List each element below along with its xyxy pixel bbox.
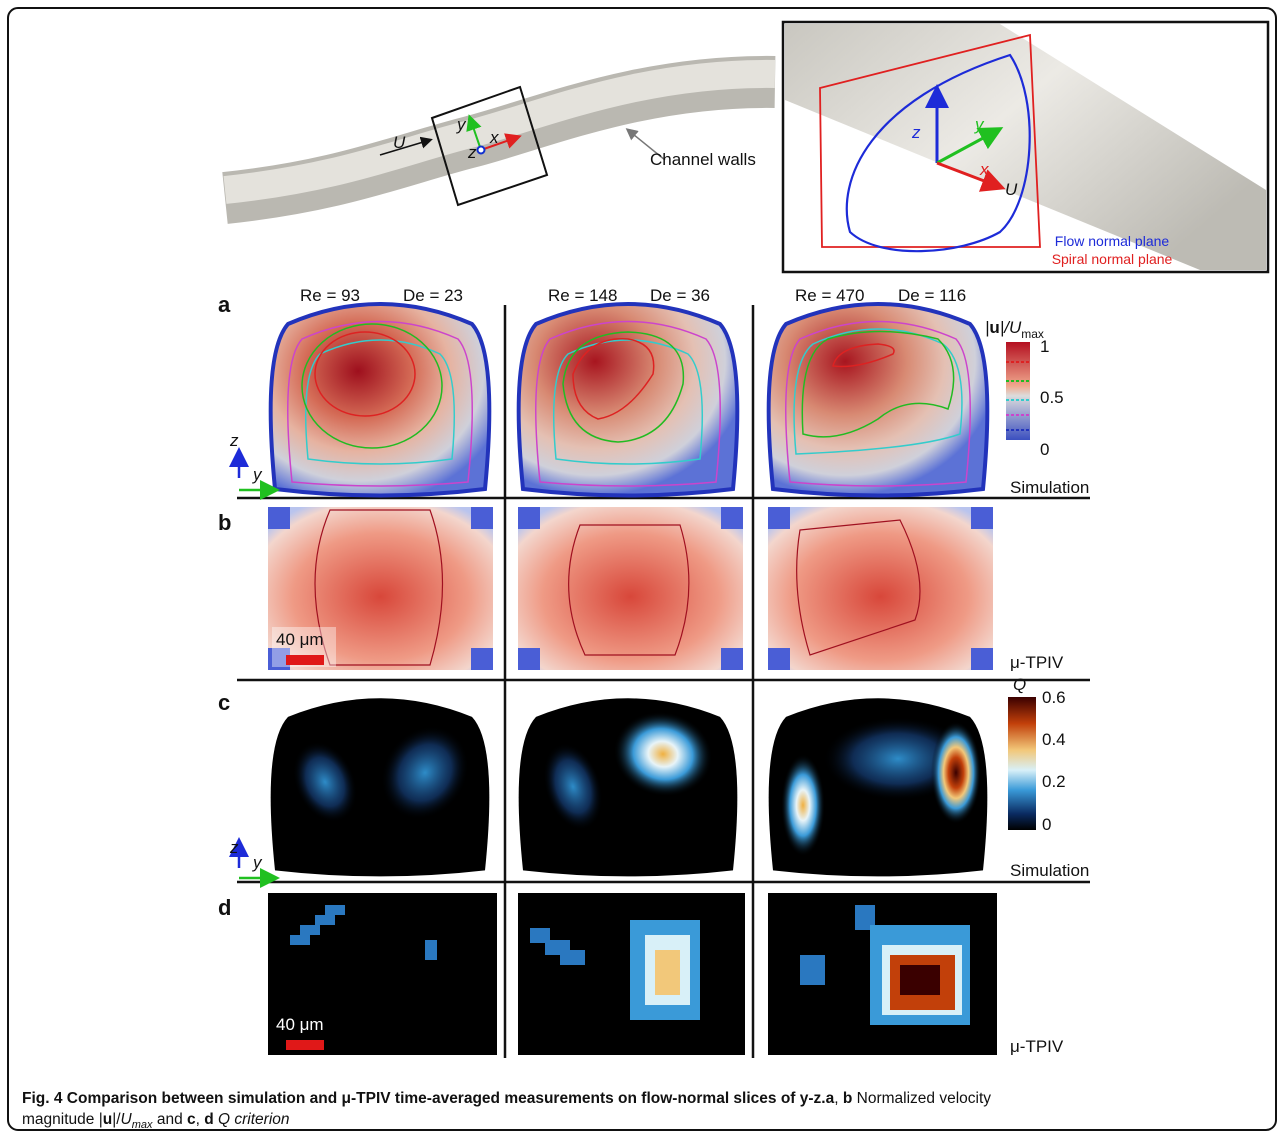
shape bbox=[425, 940, 437, 960]
shape bbox=[769, 304, 988, 496]
source: Simulation bbox=[1010, 861, 1089, 880]
velocity-sim bbox=[769, 304, 988, 496]
re: Re = 470 bbox=[795, 286, 864, 305]
shape bbox=[290, 935, 310, 945]
colorbar-tick: 0 bbox=[1040, 440, 1049, 459]
shape bbox=[300, 925, 320, 935]
colorbar-tick: 0 bbox=[1042, 815, 1051, 834]
axis-label: z bbox=[229, 838, 239, 857]
shape bbox=[781, 754, 825, 856]
q-piv bbox=[268, 893, 997, 1055]
axis-label: y bbox=[252, 853, 263, 872]
shape bbox=[471, 507, 493, 529]
shape bbox=[721, 507, 743, 529]
caption-line: magnitude |u|/Umax and c, d Q criterion bbox=[22, 1111, 290, 1131]
panel-label: a bbox=[218, 292, 231, 317]
shape bbox=[560, 950, 585, 965]
scale-bar bbox=[286, 655, 324, 665]
label: z bbox=[467, 143, 477, 162]
de: De = 36 bbox=[650, 286, 710, 305]
shape bbox=[655, 950, 680, 995]
label: y bbox=[974, 115, 985, 134]
source: Simulation bbox=[1010, 478, 1089, 497]
label: U bbox=[1005, 180, 1018, 199]
colorbar-tick: 1 bbox=[1040, 337, 1049, 356]
colorbar-label: |u|/Umax bbox=[985, 318, 1044, 341]
text-run: U bbox=[1009, 318, 1022, 337]
label: U bbox=[393, 133, 406, 152]
panel-label: b bbox=[218, 510, 231, 535]
text-run: u bbox=[989, 318, 999, 337]
shape bbox=[721, 648, 743, 670]
shape bbox=[768, 648, 790, 670]
shape bbox=[518, 507, 743, 670]
text-run: , bbox=[834, 1090, 843, 1107]
de: De = 23 bbox=[403, 286, 463, 305]
text-run: U bbox=[121, 1111, 133, 1128]
colorbar-tick: 0.2 bbox=[1042, 772, 1066, 791]
q-sim bbox=[519, 698, 738, 876]
scale-label: 40 μm bbox=[276, 630, 324, 649]
velocity-piv bbox=[268, 507, 993, 670]
scale-bar bbox=[286, 1040, 324, 1050]
q-sim bbox=[271, 698, 490, 876]
text-run: , bbox=[196, 1111, 205, 1128]
scale-label: 40 μm bbox=[276, 1015, 324, 1034]
label: Spiral normal plane bbox=[1052, 251, 1173, 267]
velocity-sim bbox=[519, 304, 738, 496]
shape bbox=[971, 648, 993, 670]
text-run: Fig. 4 Comparison between simulation and… bbox=[22, 1090, 826, 1107]
re: Re = 148 bbox=[548, 286, 617, 305]
q-sim bbox=[769, 698, 988, 876]
text-run: u bbox=[103, 1111, 112, 1128]
text-run: Q criterion bbox=[214, 1111, 290, 1128]
caption-line: Fig. 4 Comparison between simulation and… bbox=[22, 1090, 991, 1107]
shape bbox=[971, 507, 993, 529]
label: Flow normal plane bbox=[1055, 233, 1170, 249]
text-run: Normalized velocity bbox=[852, 1090, 991, 1107]
text-run: magnitude | bbox=[22, 1111, 103, 1128]
colorbar-tick: 0.6 bbox=[1042, 688, 1066, 707]
page: U y x z Channel walls z y x U Flow norma… bbox=[0, 0, 1284, 1134]
text-run: max bbox=[132, 1119, 153, 1131]
label: x bbox=[979, 160, 989, 179]
shape bbox=[931, 722, 981, 824]
shape bbox=[768, 507, 790, 529]
channel-highlight bbox=[225, 74, 775, 190]
axis-label: y bbox=[252, 465, 263, 484]
shape bbox=[478, 147, 485, 154]
text-run: and bbox=[153, 1111, 187, 1128]
panel-label: c bbox=[218, 690, 230, 715]
colorbar-tick: 0.5 bbox=[1040, 388, 1064, 407]
shape bbox=[768, 507, 993, 670]
colorbar-tick: 0.4 bbox=[1042, 730, 1066, 749]
source: μ-TPIV bbox=[1010, 1037, 1064, 1056]
label: Channel walls bbox=[650, 150, 756, 169]
label: x bbox=[489, 128, 499, 147]
figure: U y x z Channel walls z y x U Flow norma… bbox=[0, 0, 1284, 1134]
text-run: d bbox=[204, 1111, 213, 1128]
shape bbox=[268, 507, 290, 529]
re: Re = 93 bbox=[300, 286, 360, 305]
source: μ-TPIV bbox=[1010, 653, 1064, 672]
shape bbox=[518, 648, 540, 670]
shape bbox=[900, 965, 940, 995]
shape bbox=[800, 955, 825, 985]
label: y bbox=[456, 115, 467, 134]
axis-label: z bbox=[229, 431, 239, 450]
panel-label: d bbox=[218, 895, 231, 920]
shape bbox=[518, 507, 540, 529]
velocity-sim bbox=[271, 304, 490, 496]
colorbar bbox=[1006, 342, 1030, 440]
label: z bbox=[911, 123, 921, 142]
shape bbox=[315, 915, 335, 925]
de: De = 116 bbox=[898, 286, 966, 305]
shape bbox=[325, 905, 345, 915]
shape bbox=[471, 648, 493, 670]
colorbar bbox=[1008, 697, 1036, 830]
colorbar-label: Q bbox=[1013, 675, 1026, 694]
text-run: b bbox=[843, 1090, 852, 1107]
